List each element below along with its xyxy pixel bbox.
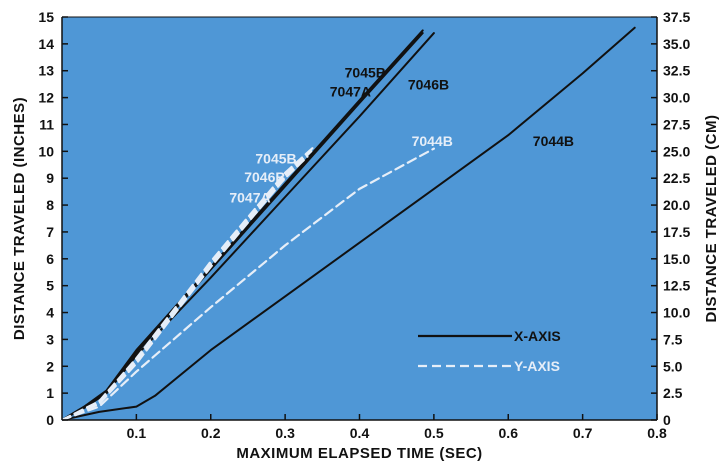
x-axis-title: MAXIMUM ELAPSED TIME (SEC) — [236, 445, 482, 462]
y-tick-label: 15 — [38, 9, 54, 25]
y-axis-title: DISTANCE TRAVELED (INCHES) — [11, 97, 28, 340]
y-tick-label: 12 — [38, 90, 54, 106]
y2-tick-label: 2.5 — [663, 385, 683, 401]
y2-tick-label: 15.0 — [663, 251, 690, 267]
y-tick-label: 2 — [46, 358, 54, 374]
y-tick-label: 6 — [46, 251, 54, 267]
y2-tick-label: 12.5 — [663, 278, 690, 294]
y2-tick-label: 32.5 — [663, 63, 690, 79]
legend: X-AXIS Y-AXIS — [418, 328, 561, 374]
series-line-x-axis-7044b — [61, 26, 636, 421]
y2-tick-label: 10.0 — [663, 305, 690, 321]
y-tick-label: 14 — [38, 36, 54, 52]
x-tick-label: 0.6 — [499, 425, 519, 441]
series-annotation: 7045B — [345, 64, 386, 80]
y-tick-label: 0 — [46, 412, 54, 428]
y2-tick-label: 27.5 — [663, 116, 690, 132]
series-layer — [60, 26, 636, 422]
y-tick-label: 3 — [46, 331, 54, 347]
x-tick-label: 0.1 — [127, 425, 147, 441]
y2-tick-label: 7.5 — [663, 331, 683, 347]
x-tick-label: 0.4 — [350, 425, 370, 441]
y-tick-label: 13 — [38, 63, 54, 79]
legend-label-x-axis: X-AXIS — [514, 328, 561, 344]
series-annotation: 7045B — [255, 150, 296, 166]
series-annotation: 7044B — [412, 133, 453, 149]
x-tick-label: 0.2 — [201, 425, 221, 441]
y2-tick-label: 35.0 — [663, 36, 690, 52]
y2-tick-label: 20.0 — [663, 197, 690, 213]
series-line-y-axis-7044b — [60, 147, 435, 422]
x-tick-label: 0.8 — [647, 425, 667, 441]
legend-label-y-axis: Y-AXIS — [514, 358, 560, 374]
series-annotation: 7044B — [533, 133, 574, 149]
y-tick-label: 7 — [46, 224, 54, 240]
y2-tick-label: 17.5 — [663, 224, 690, 240]
axis-layer: 012345678910111213141502.55.07.510.012.5… — [38, 9, 690, 441]
y2-tick-label: 25.0 — [663, 143, 690, 159]
y-tick-label: 5 — [46, 278, 54, 294]
x-tick-label: 0.7 — [573, 425, 593, 441]
y2-axis-title: DISTANCE TRAVELED (CM) — [703, 115, 720, 323]
series-annotation: 7046B — [408, 77, 449, 93]
y-tick-label: 10 — [38, 143, 54, 159]
annotation-layer: 7045B 7047A 7046B 7044B 7045B 7046B 7047A 7044B — [229, 64, 574, 205]
y2-tick-label: 30.0 — [663, 90, 690, 106]
series-annotation: 7047A — [330, 83, 371, 99]
series-line-y-axis-7047a — [60, 155, 309, 422]
x-tick-label: 0.5 — [424, 425, 444, 441]
y-tick-label: 4 — [46, 305, 54, 321]
y-tick-label: 1 — [46, 385, 54, 401]
y-tick-label: 8 — [46, 197, 54, 213]
series-annotation: 7046B — [244, 169, 285, 185]
y2-tick-label: 0 — [663, 412, 671, 428]
series-annotation: 7047A — [229, 189, 270, 205]
y2-tick-label: 5.0 — [663, 358, 683, 374]
y2-tick-label: 37.5 — [663, 9, 690, 25]
y-tick-label: 9 — [46, 170, 54, 186]
y2-tick-label: 22.5 — [663, 170, 690, 186]
x-tick-label: 0.3 — [275, 425, 295, 441]
y-tick-label: 11 — [39, 116, 54, 132]
plot-area — [62, 17, 657, 420]
